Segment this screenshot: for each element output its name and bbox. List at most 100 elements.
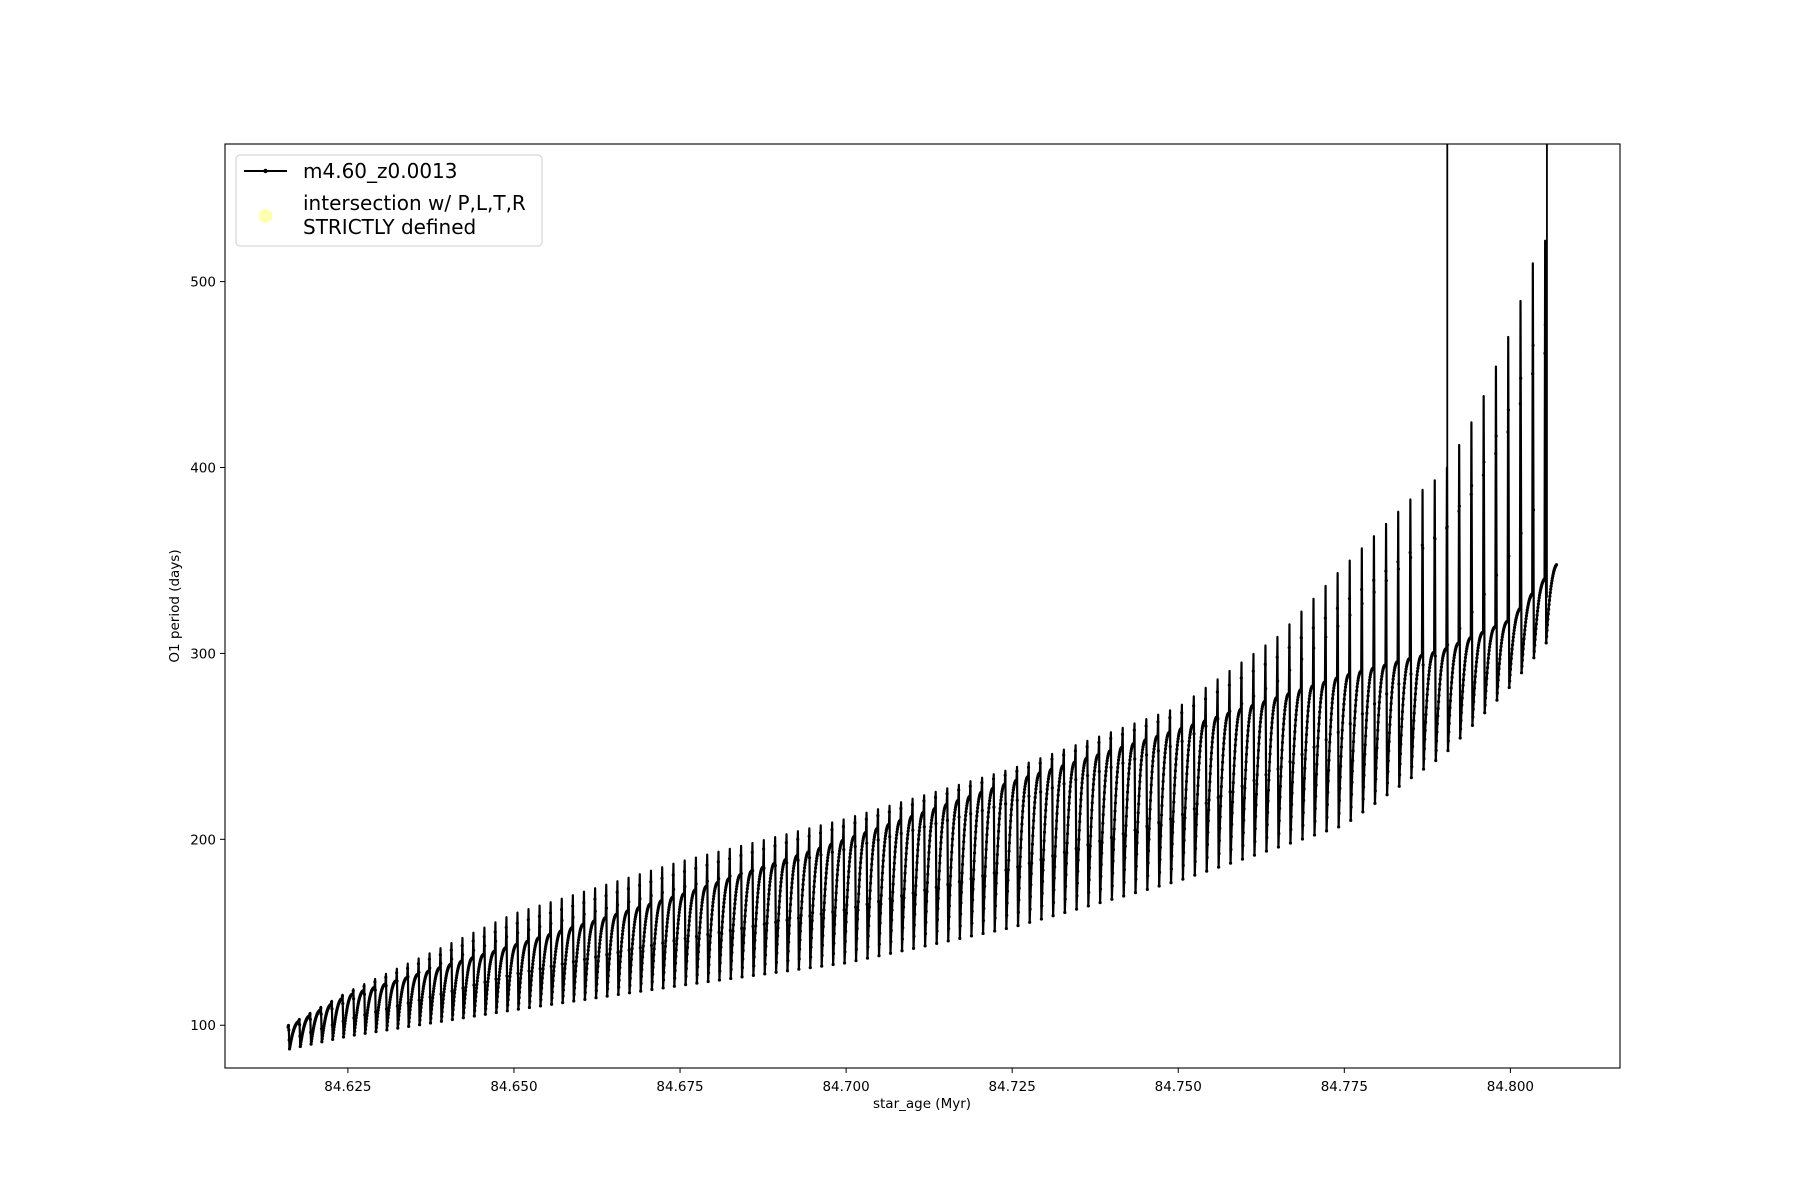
series-marker (1161, 779, 1165, 783)
series-marker (461, 986, 465, 990)
series-marker (962, 833, 966, 838)
series-marker (1349, 792, 1354, 796)
series-marker (1231, 781, 1235, 785)
series-marker (1104, 769, 1108, 773)
series-marker (918, 822, 922, 826)
series-marker (1470, 483, 1474, 488)
series-marker (643, 920, 648, 924)
series-marker (354, 1019, 358, 1023)
series-marker (676, 922, 680, 926)
series-marker (417, 970, 421, 974)
series-marker (1079, 791, 1083, 796)
series-marker (1284, 702, 1288, 706)
series-marker (848, 855, 852, 859)
series-marker (797, 967, 801, 971)
series-marker (843, 950, 847, 954)
series-marker (740, 926, 744, 930)
series-marker (1259, 716, 1263, 720)
series-marker (1269, 738, 1273, 742)
series-marker (1009, 819, 1013, 823)
series-marker (397, 1007, 402, 1011)
series-marker (1176, 740, 1180, 744)
series-marker (917, 829, 921, 833)
series-marker (554, 950, 558, 954)
series-marker (700, 904, 704, 908)
series-marker (1181, 877, 1185, 881)
series-marker (474, 990, 478, 994)
series-marker (576, 941, 580, 945)
series-marker (1186, 748, 1191, 752)
series-marker (584, 972, 588, 976)
series-marker (1506, 619, 1510, 623)
series-marker (475, 979, 479, 983)
series-marker (720, 920, 725, 924)
series-marker (729, 967, 733, 971)
series-marker (777, 899, 782, 904)
series-marker (1205, 842, 1210, 847)
series-marker (1320, 690, 1324, 694)
series-marker (1044, 797, 1049, 801)
series-marker (710, 912, 714, 917)
series-marker (768, 883, 772, 888)
series-marker (1038, 771, 1042, 775)
series-marker (582, 901, 586, 905)
series-marker (1163, 751, 1167, 755)
series-marker (859, 856, 863, 860)
series-marker (872, 838, 876, 842)
series-marker (1554, 563, 1559, 567)
series-marker (1471, 707, 1475, 711)
series-marker (723, 888, 728, 892)
series-marker (1435, 722, 1439, 726)
series-marker (981, 931, 985, 936)
series-marker (608, 943, 613, 947)
series-marker (476, 970, 480, 974)
series-marker (409, 995, 414, 999)
series-marker (711, 904, 715, 908)
series-marker (1234, 737, 1238, 742)
series-marker (993, 904, 998, 908)
series-marker (928, 834, 932, 838)
series-marker (666, 917, 670, 921)
series-marker (343, 1019, 347, 1023)
series-marker (836, 859, 841, 863)
series-marker (441, 997, 445, 1001)
series-marker (1139, 758, 1144, 762)
series-marker (664, 934, 668, 938)
series-marker (970, 909, 974, 913)
series-marker (518, 985, 522, 989)
series-marker (1550, 579, 1554, 583)
series-marker (1192, 807, 1196, 811)
series-marker (1372, 702, 1377, 706)
series-marker (936, 906, 940, 911)
series-marker (795, 854, 799, 858)
series-marker (682, 892, 686, 896)
series-marker (1354, 698, 1358, 702)
series-marker (910, 803, 915, 807)
series-marker (1300, 752, 1304, 757)
series-marker (763, 972, 767, 976)
series-marker (1294, 713, 1298, 717)
series-marker (1353, 709, 1357, 714)
series-marker (651, 965, 655, 969)
series-marker (1204, 724, 1208, 728)
series-marker (778, 894, 782, 898)
series-marker (1400, 709, 1405, 714)
series-marker (1339, 764, 1343, 768)
series-marker (1459, 718, 1463, 723)
series-marker (961, 847, 965, 851)
series-marker (939, 835, 943, 839)
series-marker (597, 950, 601, 954)
series-marker (1397, 784, 1401, 788)
series-marker (1434, 748, 1438, 753)
series-marker (696, 957, 700, 961)
series-marker (1425, 699, 1429, 703)
series-marker (1485, 671, 1489, 675)
series-marker (1391, 674, 1396, 678)
series-marker (564, 958, 568, 962)
series-marker (847, 869, 851, 874)
series-marker (1192, 704, 1196, 708)
series-marker (495, 1005, 499, 1009)
series-marker (331, 1034, 335, 1038)
series-marker (1512, 632, 1516, 636)
series-marker (1179, 727, 1183, 731)
